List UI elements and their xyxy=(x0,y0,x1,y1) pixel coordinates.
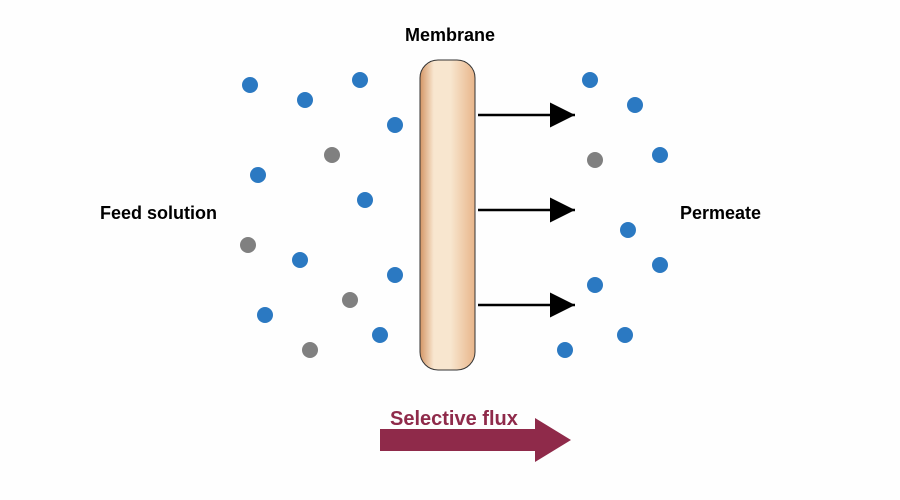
flux-label: Selective flux xyxy=(390,408,518,431)
feed-dots xyxy=(240,72,403,358)
blue-dot xyxy=(387,267,403,283)
blue-dot xyxy=(652,257,668,273)
blue-dot xyxy=(387,117,403,133)
blue-dot xyxy=(242,77,258,93)
blue-dot xyxy=(297,92,313,108)
feed-label: Feed solution xyxy=(100,203,217,224)
membrane-label: Membrane xyxy=(405,25,495,46)
blue-dot xyxy=(372,327,388,343)
blue-dot xyxy=(250,167,266,183)
flow-arrows xyxy=(478,115,575,305)
gray-dot xyxy=(302,342,318,358)
blue-dot xyxy=(652,147,668,163)
blue-dot xyxy=(627,97,643,113)
gray-dot xyxy=(240,237,256,253)
blue-dot xyxy=(582,72,598,88)
blue-dot xyxy=(620,222,636,238)
blue-dot xyxy=(617,327,633,343)
blue-dot xyxy=(352,72,368,88)
blue-dot xyxy=(587,277,603,293)
membrane-shape xyxy=(420,60,475,370)
gray-dot xyxy=(324,147,340,163)
blue-dot xyxy=(357,192,373,208)
gray-dot xyxy=(587,152,603,168)
blue-dot xyxy=(557,342,573,358)
permeate-label: Permeate xyxy=(680,203,761,224)
blue-dot xyxy=(292,252,308,268)
gray-dot xyxy=(342,292,358,308)
blue-dot xyxy=(257,307,273,323)
